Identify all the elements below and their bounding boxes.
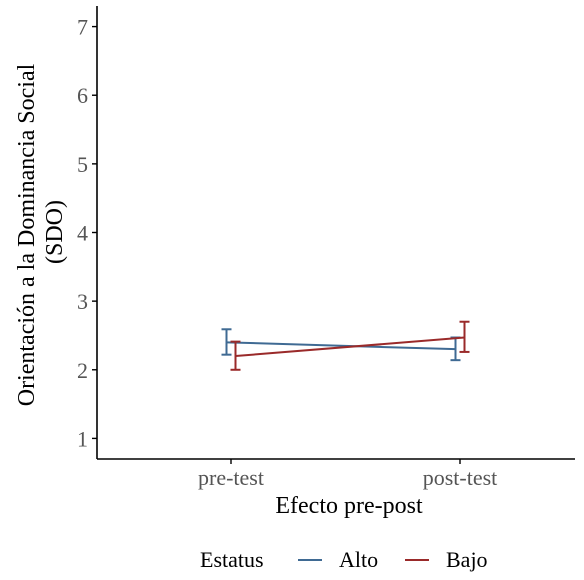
x-ticks: pre-test post-test xyxy=(198,459,497,490)
y-tick-label: 6 xyxy=(77,83,88,108)
legend-label-alto: Alto xyxy=(339,547,378,572)
series-line-bajo xyxy=(235,336,465,358)
y-axis-title: Orientación a la Dominancia Social (SDO) xyxy=(14,58,68,407)
y-tick-label: 4 xyxy=(77,221,88,246)
y-axis-title-line-1: Orientación a la Dominancia Social xyxy=(14,63,40,406)
legend-label-bajo: Bajo xyxy=(446,547,488,572)
x-axis-title: Efecto pre-post xyxy=(275,493,423,519)
y-ticks: 1 2 3 4 5 6 7 xyxy=(77,15,97,451)
series-layer xyxy=(221,320,470,371)
x-tick-label: pre-test xyxy=(198,465,264,490)
y-tick-label: 7 xyxy=(77,15,88,40)
axes-layer xyxy=(96,6,575,460)
y-tick-label: 3 xyxy=(77,289,88,314)
y-axis-title-line-2: (SDO) xyxy=(42,200,68,264)
error-bar-bajo xyxy=(230,340,241,371)
x-tick-label: post-test xyxy=(423,465,498,490)
series-line-alto xyxy=(226,341,456,351)
y-tick-label: 5 xyxy=(77,152,88,177)
y-tick-label: 2 xyxy=(77,358,88,383)
legend: Estatus Alto Bajo xyxy=(200,547,488,572)
y-tick-label: 1 xyxy=(77,426,88,451)
error-bar-alto xyxy=(221,328,232,356)
legend-title: Estatus xyxy=(200,547,264,572)
error-bar-bajo xyxy=(459,320,470,353)
